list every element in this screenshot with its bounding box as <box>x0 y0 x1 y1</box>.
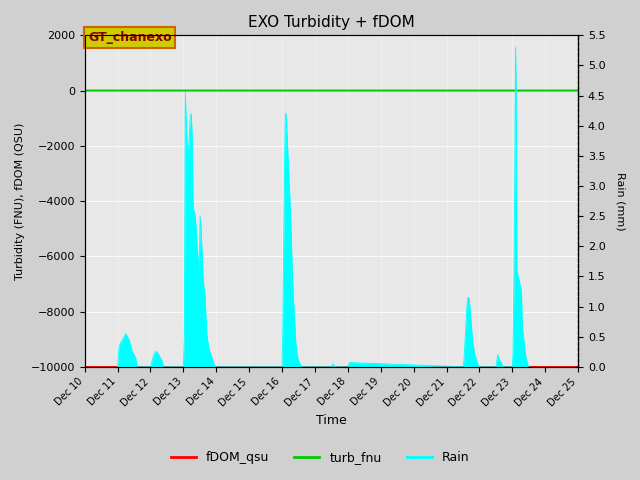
Legend: fDOM_qsu, turb_fnu, Rain: fDOM_qsu, turb_fnu, Rain <box>166 446 474 469</box>
X-axis label: Time: Time <box>316 414 347 427</box>
Title: EXO Turbidity + fDOM: EXO Turbidity + fDOM <box>248 15 415 30</box>
Text: GT_chanexo: GT_chanexo <box>88 31 172 44</box>
Y-axis label: Turbidity (FNU), fDOM (QSU): Turbidity (FNU), fDOM (QSU) <box>15 122 25 280</box>
Y-axis label: Rain (mm): Rain (mm) <box>615 172 625 230</box>
